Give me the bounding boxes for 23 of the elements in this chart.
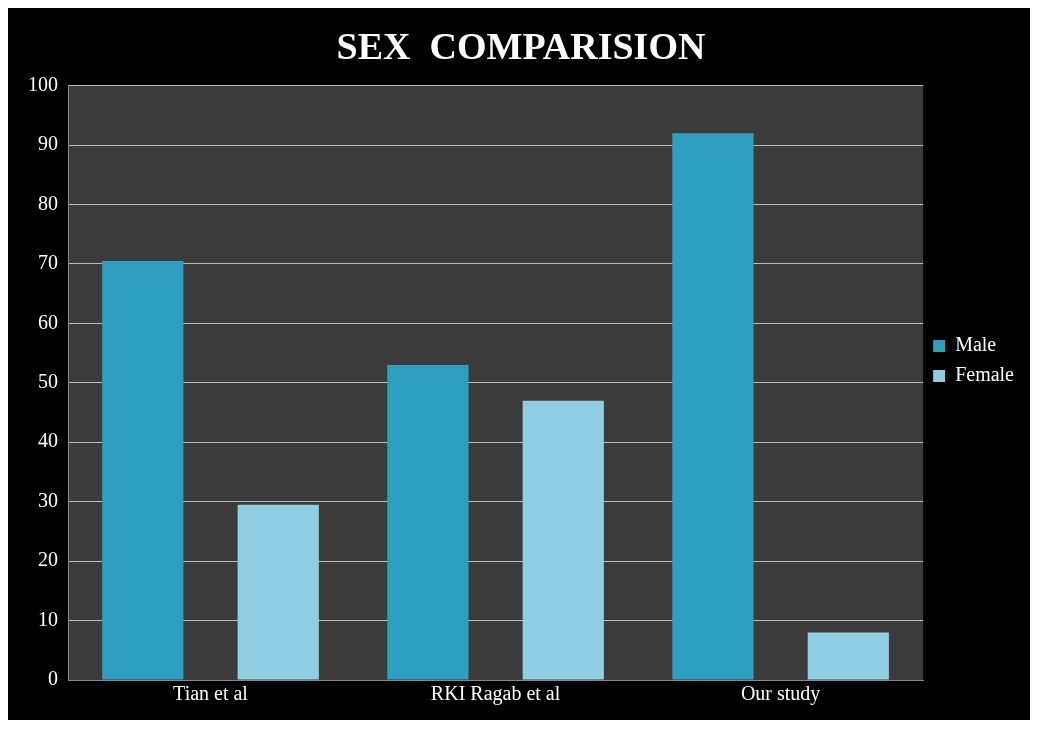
bar [807, 632, 889, 680]
chart-title: SEX COMPARISION [336, 24, 706, 67]
y-tick-label: 50 [38, 370, 58, 393]
y-tick-label: 90 [38, 132, 58, 155]
bar [672, 133, 754, 680]
x-tick-label: Our study [740, 682, 821, 706]
y-tick-label: 70 [38, 251, 58, 274]
y-tick-label: 60 [38, 310, 58, 333]
y-tick-label: 30 [38, 488, 58, 511]
x-tick-label: Tian et al [173, 682, 249, 705]
x-tick-label: RKI Ragab et al [430, 682, 561, 706]
y-tick-label: 10 [38, 607, 58, 630]
legend-label: Male [955, 333, 997, 356]
y-tick-label: 100 [28, 72, 58, 95]
y-tick-label: 80 [38, 191, 58, 214]
bar [387, 364, 469, 680]
legend-label: Female [955, 363, 1015, 386]
bar [522, 400, 604, 680]
bar [102, 260, 184, 680]
y-tick-label: 0 [48, 667, 58, 690]
bar [237, 504, 319, 680]
y-tick-label: 40 [38, 429, 58, 452]
y-tick-label: 20 [38, 548, 58, 571]
